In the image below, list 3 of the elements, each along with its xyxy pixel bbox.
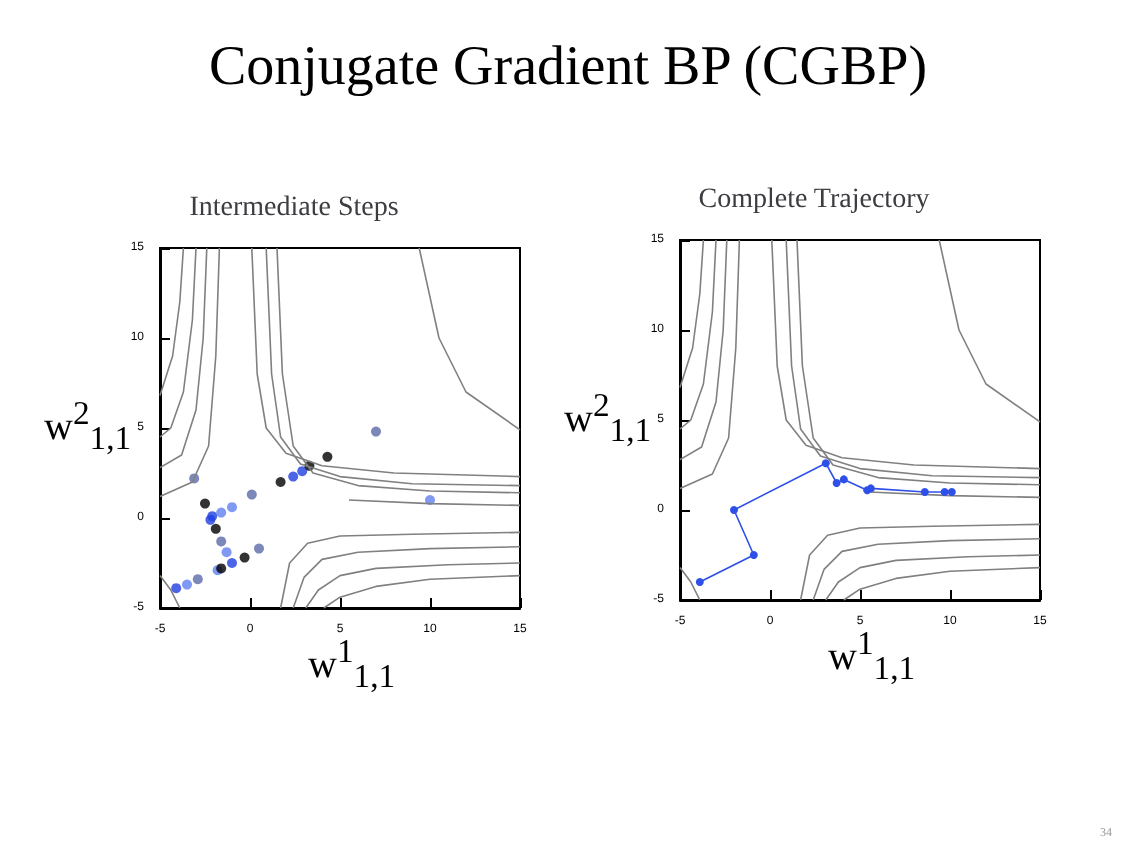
chart-title: Intermediate Steps (189, 193, 399, 223)
chart-title: Complete Trajectory (698, 185, 930, 215)
text: Conjugate Gradient BP (CGBP) (206, 36, 930, 100)
